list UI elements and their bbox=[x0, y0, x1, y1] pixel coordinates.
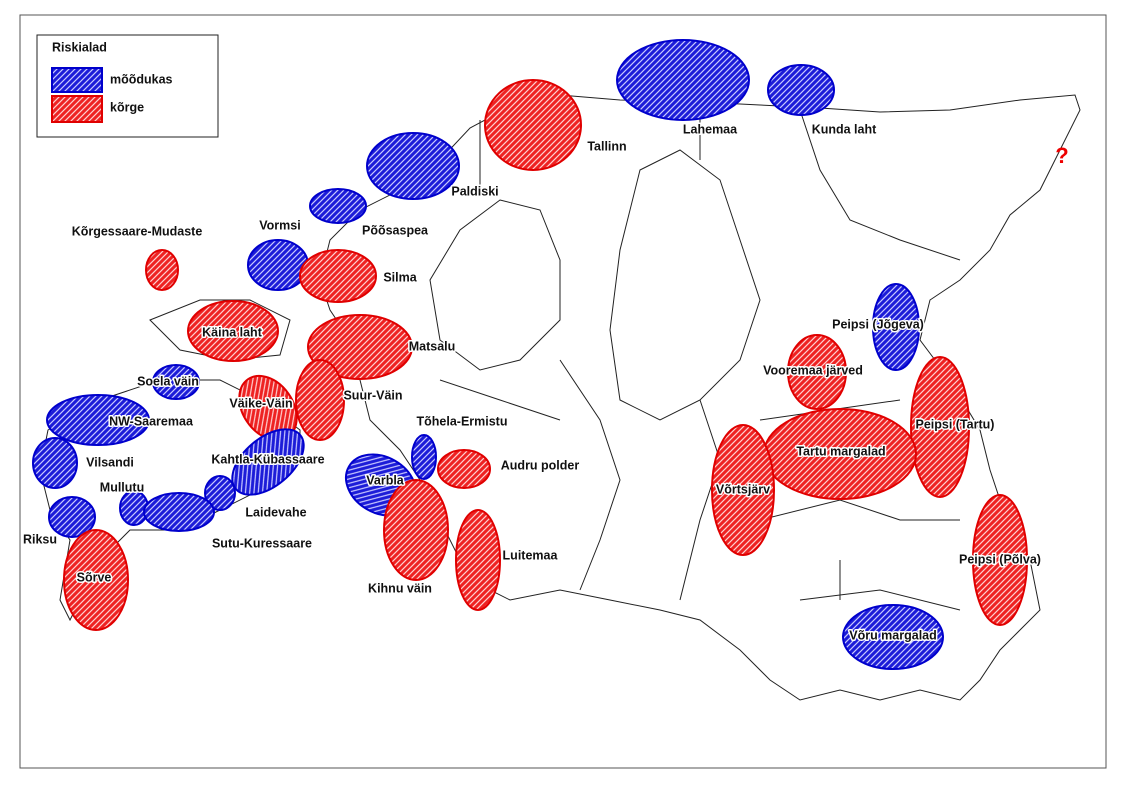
zone-label: Väike-Väin bbox=[229, 396, 292, 410]
zone-label: Lahemaa bbox=[683, 122, 738, 136]
risk-zone bbox=[48, 496, 96, 538]
risk-zone bbox=[411, 434, 437, 480]
zone-label: Vooremaa järved bbox=[763, 363, 863, 377]
zone-labels: Kõrgessaare-Mudaste Vormsi Silma Paldiski Põ… bbox=[21, 121, 1042, 644]
zone-label: Peipsi (Jõgeva) bbox=[832, 317, 924, 331]
zone-label: Soela väin bbox=[137, 374, 199, 388]
zone-label: Sõrve bbox=[77, 570, 112, 584]
zone-label: Peipsi (Tartu) bbox=[916, 417, 995, 431]
risk-zone bbox=[711, 424, 775, 556]
zone-label: Riksu bbox=[23, 532, 57, 546]
risk-zone bbox=[616, 39, 750, 121]
zone-label: Tartu margalad bbox=[796, 444, 885, 458]
risk-zone bbox=[972, 494, 1028, 626]
risk-zone bbox=[437, 449, 491, 489]
zone-label: NW-Saaremaa bbox=[109, 414, 194, 428]
zone-label: Sutu-Kuressaare bbox=[212, 536, 312, 550]
zone-label: Luitemaa bbox=[503, 548, 559, 562]
zone-label: Varbla bbox=[366, 473, 405, 487]
zone-label: Võru margalad bbox=[849, 628, 937, 642]
zone-label: Paldiski bbox=[451, 184, 498, 198]
risk-zone bbox=[767, 64, 835, 116]
risk-zone bbox=[842, 604, 944, 670]
legend-swatch bbox=[51, 67, 103, 93]
zone-label: Võrtsjärv bbox=[716, 482, 770, 496]
risk-zone bbox=[787, 334, 847, 410]
risk-zone bbox=[910, 356, 970, 498]
risk-zone bbox=[204, 475, 236, 511]
unknown-mark: ? bbox=[1055, 143, 1068, 168]
risk-zone bbox=[484, 79, 582, 171]
zone-label: Audru polder bbox=[501, 458, 580, 472]
legend-label: mõõdukas bbox=[110, 72, 173, 86]
risk-zone bbox=[231, 428, 305, 496]
zone-label: Suur-Väin bbox=[343, 388, 402, 402]
risk-zone bbox=[63, 529, 129, 631]
risk-zone bbox=[366, 132, 460, 200]
zone-label: Kahtla-Kübassaare bbox=[211, 452, 324, 466]
zone-label: Tõhela-Ermistu bbox=[417, 414, 508, 428]
risk-zone bbox=[145, 249, 179, 291]
zone-label: Vormsi bbox=[259, 218, 300, 232]
zone-label: Tallinn bbox=[587, 139, 626, 153]
risk-zone bbox=[307, 314, 413, 380]
risk-zone bbox=[187, 300, 279, 362]
risk-zone bbox=[309, 188, 367, 224]
legend-label: kõrge bbox=[110, 100, 144, 114]
legend-title: Riskialad bbox=[52, 40, 107, 54]
risk-zone bbox=[383, 479, 449, 581]
risk-zone bbox=[247, 239, 309, 291]
zone-label: Mullutu bbox=[100, 480, 144, 494]
risk-zone bbox=[455, 509, 501, 611]
zone-label: Peipsi (Põlva) bbox=[959, 552, 1041, 566]
risk-zone bbox=[872, 283, 920, 371]
risk-zone bbox=[32, 437, 78, 489]
risk-zone bbox=[46, 394, 150, 446]
zone-label: Matsalu bbox=[409, 339, 456, 353]
risk-zone bbox=[295, 359, 345, 441]
zone-label: Kihnu väin bbox=[368, 581, 432, 595]
zone-label: Käina laht bbox=[202, 325, 263, 339]
zone-label: Laidevahe bbox=[245, 505, 306, 519]
legend-swatch bbox=[51, 95, 103, 123]
zone-label: Põõsaspea bbox=[362, 223, 429, 237]
zone-label: Kunda laht bbox=[812, 122, 877, 136]
legend: Riskialad mõõdukas kõrge bbox=[36, 34, 219, 138]
risk-zones bbox=[32, 39, 1028, 670]
risk-zone bbox=[143, 492, 215, 532]
zone-label: Silma bbox=[383, 270, 417, 284]
risk-zone bbox=[152, 364, 200, 400]
risk-zone bbox=[299, 249, 377, 303]
zone-label: Kõrgessaare-Mudaste bbox=[72, 224, 203, 238]
zone-label: Vilsandi bbox=[86, 455, 134, 469]
